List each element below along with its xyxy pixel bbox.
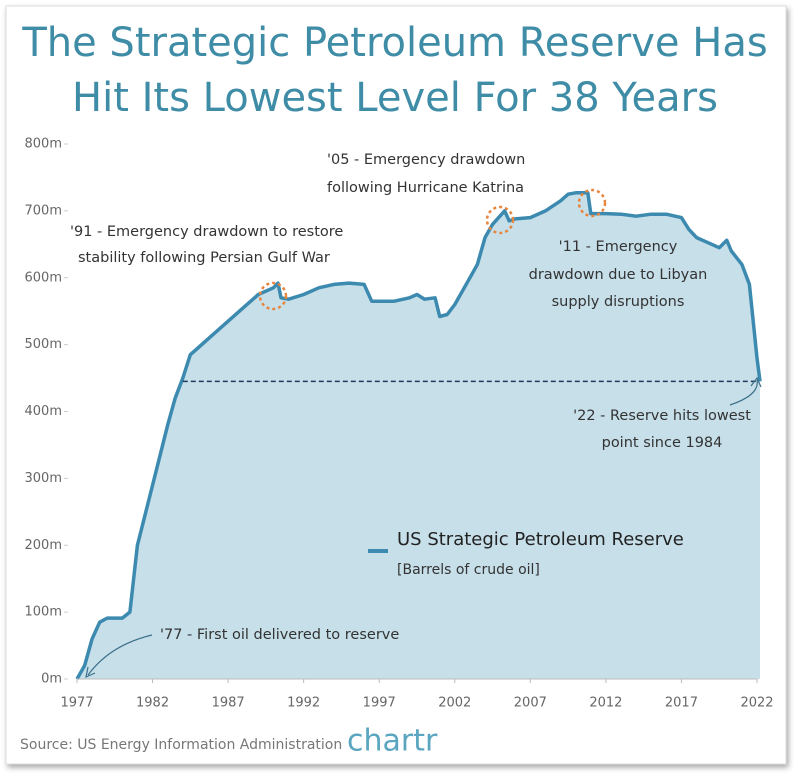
annotation: '22 - Reserve hits lowest xyxy=(573,408,751,424)
arrow xyxy=(87,634,153,676)
annotation: '91 - Emergency drawdown to restore xyxy=(70,224,343,240)
x-tick-label: 1992 xyxy=(287,696,320,711)
arrow xyxy=(85,666,96,679)
y-tick-label: 0m xyxy=(41,672,62,687)
annotation: drawdown due to Libyan xyxy=(529,267,708,283)
logo: chartr xyxy=(347,724,438,759)
annotation: '11 - Emergency xyxy=(559,239,678,255)
x-tick-label: 1982 xyxy=(136,696,169,711)
y-tick-label: 700m xyxy=(25,203,62,218)
y-tick-label: 300m xyxy=(25,471,62,486)
x-tick-label: 2022 xyxy=(740,696,773,711)
annotation: stability following Persian Gulf War xyxy=(78,250,330,266)
x-tick-label: 2007 xyxy=(514,696,547,711)
area-fill xyxy=(77,192,760,680)
x-tick-label: 1997 xyxy=(363,696,396,711)
legend-label: US Strategic Petroleum Reserve xyxy=(397,529,684,550)
x-tick-label: 2017 xyxy=(665,696,698,711)
annotation: following Hurricane Katrina xyxy=(327,180,524,196)
x-tick-label: 2012 xyxy=(589,696,622,711)
y-tick-label: 400m xyxy=(25,404,62,419)
chart-title: Hit Its Lowest Level For 38 Years xyxy=(72,75,718,121)
line xyxy=(75,191,762,680)
annotation: '77 - First oil delivered to reserve xyxy=(160,627,399,643)
annotation: '05 - Emergency drawdown xyxy=(327,152,525,168)
arrow xyxy=(750,376,762,388)
y-tick-label: 100m xyxy=(25,605,62,620)
arrow xyxy=(729,379,758,406)
chart-title: The Strategic Petroleum Reserve Has xyxy=(21,20,767,66)
highlight-circle xyxy=(577,188,607,218)
annotation: supply disruptions xyxy=(552,294,685,310)
plot: 0m 100m 200m 300m 400m 500m 600m 700m 800m 1977 19… xyxy=(25,137,774,711)
x-tick-label: 1987 xyxy=(212,696,245,711)
y-tick-label: 500m xyxy=(25,337,62,352)
y-tick-label: 600m xyxy=(25,270,62,285)
source: Source: US Energy Information Administra… xyxy=(20,737,342,753)
highlight-circle xyxy=(258,281,288,311)
legend-unit: [Barrels of crude oil] xyxy=(397,562,540,578)
y-tick-label: 200m xyxy=(25,538,62,553)
x-tick-label: 2002 xyxy=(438,696,471,711)
y-tick-label: 800m xyxy=(25,137,62,152)
x-tick-label: 1977 xyxy=(60,696,93,711)
annotations: '91 - Emergency drawdown to restore stab… xyxy=(70,152,751,643)
annotation: point since 1984 xyxy=(602,435,723,451)
highlight-circle xyxy=(485,205,515,235)
